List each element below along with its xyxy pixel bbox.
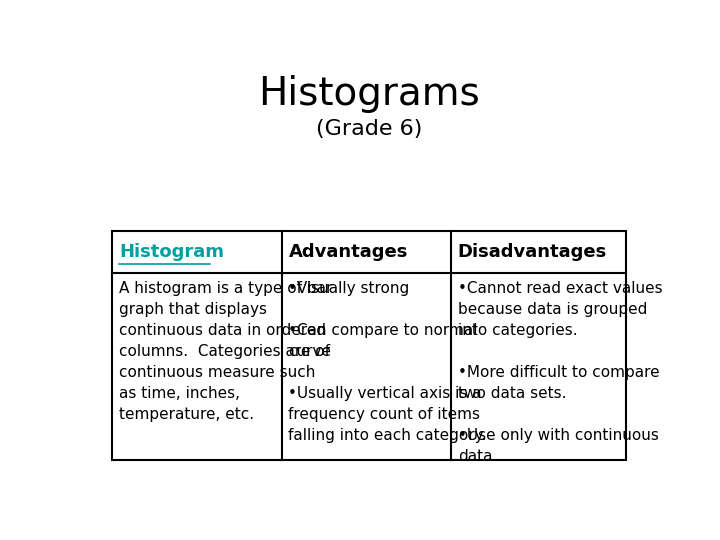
Text: •Cannot read exact values
because data is grouped
into categories.

•More diffic: •Cannot read exact values because data i… [458,281,662,464]
Text: (Grade 6): (Grade 6) [316,119,422,139]
Text: Advantages: Advantages [289,243,408,261]
Text: •Visually strong

•Can compare to normal
curve

•Usually vertical axis is a
freq: •Visually strong •Can compare to normal … [289,281,487,443]
Text: Histograms: Histograms [258,75,480,113]
Text: Disadvantages: Disadvantages [458,243,607,261]
Bar [112,231,626,460]
Text: A histogram is a type of bar
graph that displays
continuous data in ordered
colu: A histogram is a type of bar graph that … [119,281,333,422]
Text: Histogram: Histogram [119,243,224,261]
